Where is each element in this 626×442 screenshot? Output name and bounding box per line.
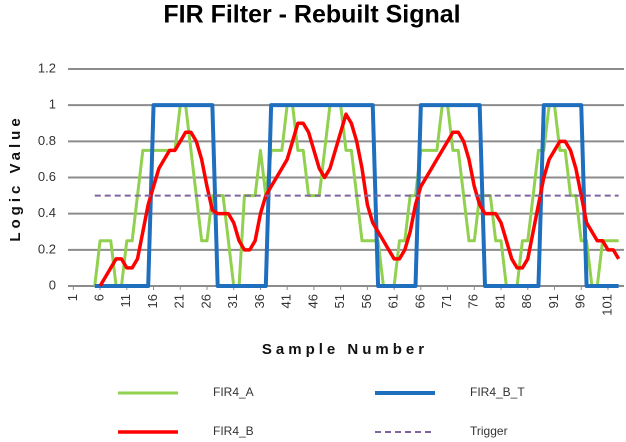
legend-label: FIR4_B <box>213 424 254 438</box>
chart-title: FIR Filter - Rebuilt Signal <box>163 1 460 29</box>
x-tick-label: 71 <box>439 294 454 308</box>
series-line <box>98 112 621 287</box>
x-tick-label: 51 <box>332 294 347 308</box>
x-tick-label: 61 <box>386 294 401 308</box>
x-tick-label: 31 <box>225 294 240 308</box>
x-tick-label: 36 <box>252 294 267 308</box>
x-tick-label: 1 <box>65 294 80 301</box>
y-tick-label: 0.4 <box>38 205 56 220</box>
x-tick-label: 6 <box>92 294 107 301</box>
x-tick-label: 66 <box>412 294 427 308</box>
legend-label: FIR4_B_T <box>470 385 525 399</box>
legend-label: FIR4_A <box>213 385 254 399</box>
y-tick-label: 0.8 <box>38 133 56 148</box>
y-tick-label: 0 <box>49 277 56 292</box>
y-axis-title: Logic Value <box>7 114 24 241</box>
x-tick-label: 76 <box>466 294 481 308</box>
x-tick-label: 16 <box>145 294 160 308</box>
x-tick-label: 56 <box>359 294 374 308</box>
x-tick-label: 91 <box>546 294 561 308</box>
x-tick-label: 96 <box>573 294 588 308</box>
x-axis-title: Sample Number <box>262 341 428 358</box>
x-tick-label: 81 <box>492 294 507 308</box>
x-tick-label: 86 <box>519 294 534 308</box>
x-tick-label: 26 <box>198 294 213 308</box>
x-tick-label: 41 <box>279 294 294 308</box>
legend-label: Trigger <box>470 424 508 438</box>
x-tick-label: 21 <box>172 294 187 308</box>
y-tick-label: 1 <box>49 97 56 112</box>
x-tick-label: 46 <box>305 294 320 308</box>
x-tick-label: 101 <box>599 294 614 316</box>
y-tick-label: 0.2 <box>38 241 56 256</box>
x-tick-label: 11 <box>118 294 133 308</box>
series-line <box>94 103 619 288</box>
y-tick-label: 1.2 <box>38 60 56 75</box>
y-tick-label: 0.6 <box>38 169 56 184</box>
